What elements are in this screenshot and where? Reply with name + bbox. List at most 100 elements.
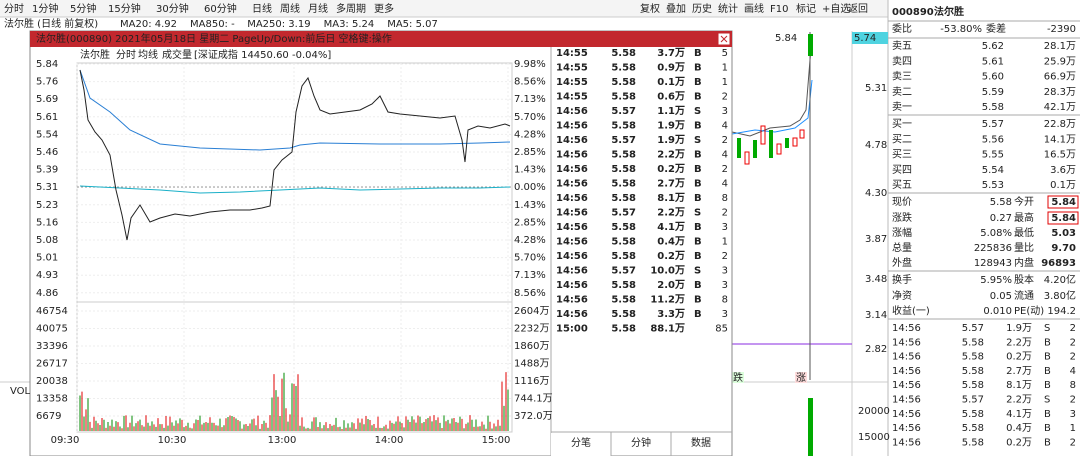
toolbar-button[interactable]: 历史 [692, 3, 712, 15]
book-price: 5.59 [982, 87, 1004, 98]
book-volume: 25.9万 [1044, 56, 1076, 67]
toolbar-button[interactable]: 1分钟 [32, 2, 58, 15]
book-label: 买三 [892, 149, 912, 161]
toolbar-button[interactable]: 5分钟 [70, 2, 96, 15]
trade-count: 2 [1070, 437, 1076, 448]
stat-value: 3.80亿 [1044, 289, 1076, 302]
amount-tick-label: 2232万 [514, 324, 549, 335]
book-label: 卖三 [892, 71, 912, 83]
toolbar-button[interactable]: 周线 [280, 2, 300, 15]
pct-tick-label: 7.13% [514, 94, 546, 105]
time-tick-label: 09:30 [51, 435, 80, 446]
toolbar-button[interactable]: 复权 [640, 2, 660, 15]
pct-tick-label: 4.28% [514, 129, 546, 140]
close-icon [720, 35, 728, 43]
trade-time: 14:56 [556, 251, 588, 262]
trade-side: B [1044, 366, 1051, 377]
trade-price: 5.58 [611, 295, 636, 306]
stat-label: 总量 [892, 241, 912, 254]
trade-time: 14:56 [556, 179, 588, 190]
trade-time: 14:55 [556, 92, 588, 103]
price-tick-label: 5.84 [36, 59, 58, 70]
toolbar-button[interactable]: F10 [770, 4, 788, 15]
trade-time: 14:55 [556, 63, 588, 74]
ma-line [731, 79, 813, 135]
ratio-label: 委比 [892, 22, 912, 35]
popup-tab[interactable]: 分笔 [571, 436, 591, 449]
candle [776, 143, 782, 155]
trade-count: 3 [722, 309, 728, 320]
book-label: 卖五 [892, 40, 912, 52]
trade-volume: 8.1万 [657, 192, 685, 204]
trade-volume: 0.2万 [657, 163, 685, 175]
ma-label: MA3: 5.24 [324, 19, 375, 30]
trade-volume: 88.1万 [650, 323, 685, 335]
trade-side: S [1044, 395, 1050, 406]
trade-side: B [1044, 423, 1051, 434]
trade-count: 3 [1070, 409, 1076, 420]
trade-volume: 2.2万 [657, 149, 685, 161]
toolbar-button[interactable]: +自选 [822, 2, 850, 15]
time-tick-label: 14:00 [375, 435, 404, 446]
amount-tick-label: 2604万 [514, 306, 549, 317]
time-tick-label: 10:30 [158, 435, 187, 446]
book-volume: 3.6万 [1050, 165, 1076, 176]
trade-price: 5.58 [962, 380, 984, 391]
trade-count: 1 [722, 63, 728, 74]
pct-tick-label: 2.85% [514, 147, 546, 158]
volume-bars [79, 372, 509, 431]
price-tick-label: 5.31 [36, 182, 58, 193]
trade-time: 14:55 [556, 48, 588, 59]
trade-side: B [1044, 437, 1051, 448]
toolbar-button[interactable]: 标记 [796, 3, 816, 15]
trade-count: 3 [722, 222, 728, 233]
toolbar-button[interactable]: 日线 [252, 2, 272, 15]
stat-label: 股本 [1014, 273, 1034, 286]
pct-tick-label: 8.56% [514, 77, 546, 88]
trade-time: 14:56 [892, 323, 921, 334]
toolbar-button[interactable]: 30分钟 [156, 2, 189, 15]
trade-side: B [694, 280, 702, 291]
toolbar-button[interactable]: 统计 [718, 2, 738, 15]
toolbar-button[interactable]: 多周期 [336, 2, 366, 15]
trade-time: 14:56 [892, 423, 921, 434]
trade-volume: 0.2万 [657, 250, 685, 262]
toolbar-button[interactable]: 更多 [374, 2, 394, 15]
toolbar-button[interactable]: 画线 [744, 2, 764, 15]
stat-value: 5.08% [980, 228, 1012, 239]
candles [737, 32, 813, 456]
toolbar-button[interactable]: 叠加 [666, 3, 686, 15]
toolbar-button[interactable]: 分时 [4, 3, 24, 15]
trade-count: 5 [722, 48, 728, 59]
trade-side: B [694, 237, 702, 248]
trade-volume: 0.1万 [657, 76, 685, 88]
toolbar-button[interactable]: 15分钟 [108, 2, 141, 15]
price-tick-label: 4.86 [36, 288, 58, 299]
toolbar-button[interactable]: 60分钟 [204, 2, 237, 15]
book-volume: 0.1万 [1050, 180, 1076, 191]
volume-label: VOL [10, 386, 31, 397]
price-tick-label: 5.61 [36, 112, 58, 123]
trade-price: 5.58 [611, 164, 636, 175]
stat-label: 现价 [892, 196, 912, 208]
trade-time: 14:56 [892, 352, 921, 363]
trade-volume: 8.1万 [1006, 380, 1032, 391]
trade-volume: 11.2万 [650, 294, 685, 306]
trade-price: 5.58 [962, 409, 984, 420]
index-label: [深证成指 14450.60 -0.04%] [194, 48, 331, 61]
popup-tab[interactable]: 分钟 [631, 436, 651, 449]
book-volume: 16.5万 [1044, 150, 1076, 161]
popup-tab[interactable]: 数据 [691, 436, 711, 449]
popup-header: 分时 [116, 49, 136, 61]
toolbar-button[interactable]: 返回 [848, 3, 868, 15]
trade-volume: 2.2万 [1006, 395, 1032, 406]
trade-count: 2 [722, 164, 728, 175]
toolbar-button[interactable]: 月线 [308, 2, 328, 15]
index-line [79, 185, 511, 194]
price-tick-label: 5.76 [36, 77, 58, 88]
ma-line [731, 37, 813, 137]
price-tick-label: 5.23 [36, 200, 58, 211]
ma-label: MA5: 5.07 [387, 19, 438, 30]
trade-side: B [1044, 352, 1051, 363]
trade-price: 5.58 [611, 48, 636, 59]
